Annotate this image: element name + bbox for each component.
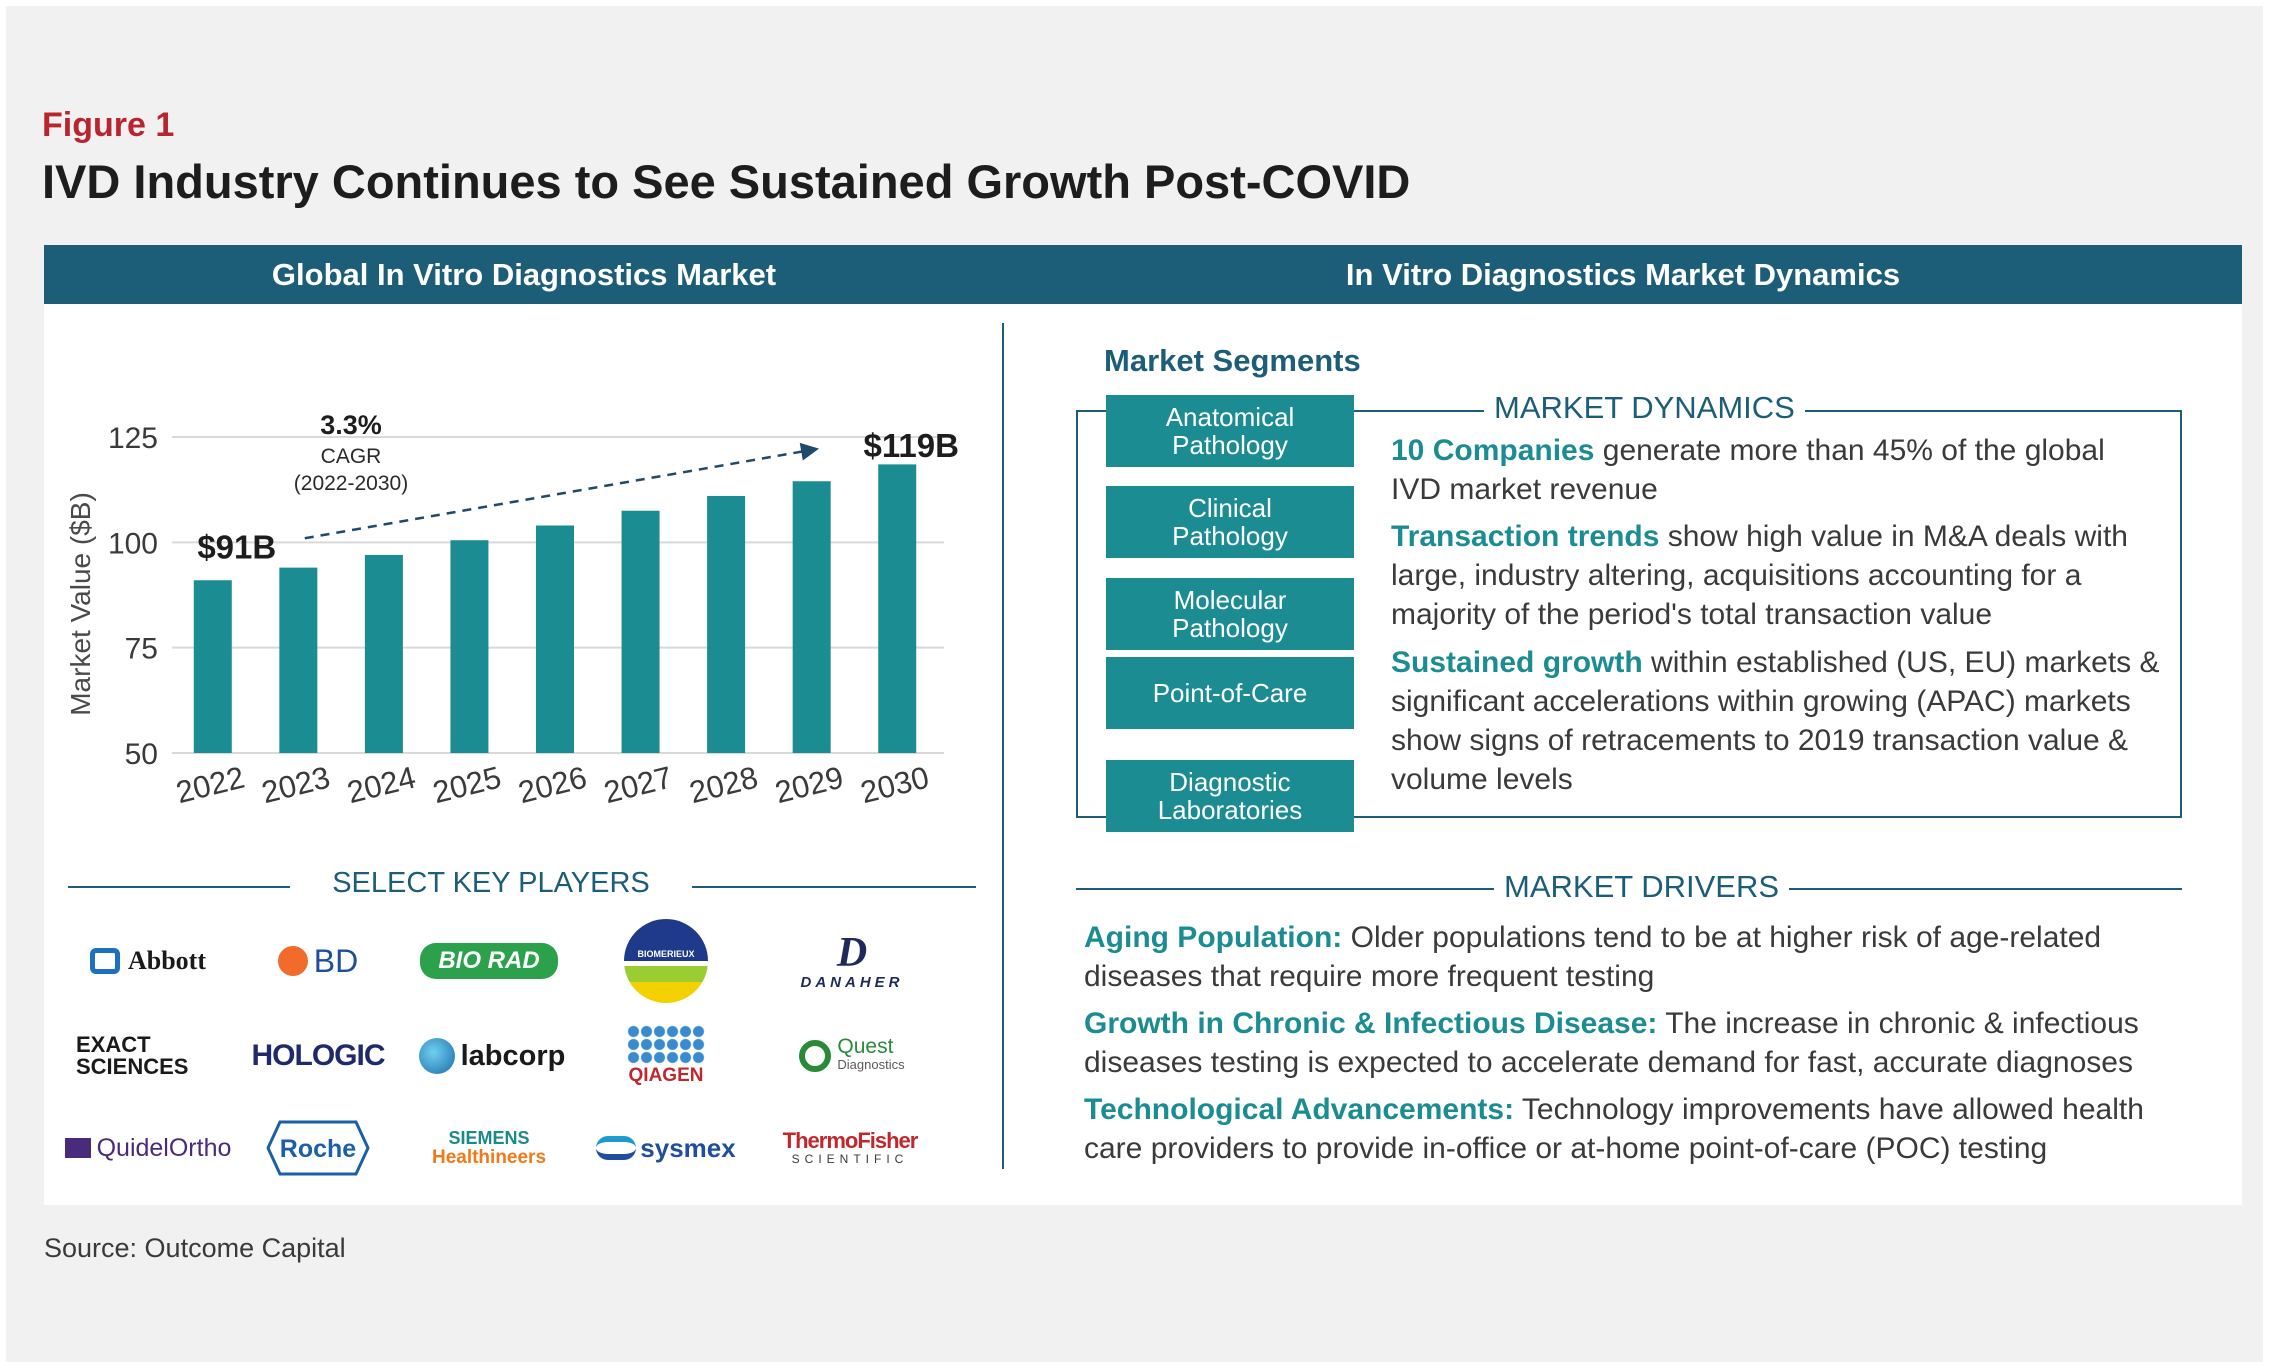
labcorp-circle-icon <box>418 1038 455 1074</box>
abbott-icon <box>89 948 120 974</box>
thermo-fisher-logo: ThermoFisher SCIENTIFIC <box>782 1128 919 1167</box>
bar-2025 <box>450 540 489 753</box>
sysmex-logo: sysmex <box>576 1115 756 1181</box>
quest-logo: Quest Diagnostics <box>762 1026 942 1086</box>
x-tick-label: 2026 <box>515 759 590 810</box>
cagr-value: 3.3% <box>320 410 382 440</box>
key-players-title: SELECT KEY PLAYERS <box>332 867 650 899</box>
quidelortho-icon <box>64 1138 91 1158</box>
market-chart-header: Global In Vitro Diagnostics Market <box>44 245 1004 304</box>
quest-q-icon <box>799 1040 832 1072</box>
dynamics-item-companies: 10 Companies generate more than 45% of t… <box>1391 434 2105 506</box>
segment-clinical-pathology: Clinical Pathology <box>1106 486 1354 558</box>
start-value-label: $91B <box>197 528 276 565</box>
bar-2030 <box>878 464 917 753</box>
siemens-healthineers-logo: SIEMENS Healthineers <box>431 1128 547 1168</box>
bd-logo: BD <box>228 931 408 991</box>
driver-aging-population: Aging Population: Older populations tend… <box>1084 921 2102 993</box>
bar-2022 <box>193 580 232 753</box>
x-tick-label: 2027 <box>600 759 675 810</box>
x-tick-label: 2023 <box>258 759 333 810</box>
y-tick-label: 75 <box>125 633 158 666</box>
segment-diagnostic-laboratories: Diagnostic Laboratories <box>1106 760 1354 832</box>
bar-2027 <box>621 510 660 753</box>
y-tick-label: 125 <box>108 422 158 455</box>
x-tick-label: 2025 <box>429 759 504 810</box>
x-tick-label: 2028 <box>686 759 761 810</box>
roche-hexagon-icon: Roche <box>266 1120 370 1176</box>
market-segments-title: Market Segments <box>1104 343 1361 378</box>
roche-wordmark: Roche <box>280 1135 357 1163</box>
segment-point-of-care: Point-of-Care <box>1106 657 1354 729</box>
danaher-logo: D DANAHER <box>800 929 904 991</box>
bio-rad-logo: BIO RAD <box>399 931 579 991</box>
danaher-d-icon: D <box>836 929 868 976</box>
figure-title: IVD Industry Continues to See Sustained … <box>42 155 1411 208</box>
sysmex-swoosh-icon <box>596 1136 637 1160</box>
market-dynamics-title: MARKET DYNAMICS <box>1484 390 1805 426</box>
figure-panel: Global In Vitro Diagnostics Market In Vi… <box>44 245 2242 1205</box>
y-tick-label: 100 <box>108 527 158 560</box>
segment-anatomical-pathology: Anatomical Pathology <box>1106 395 1354 467</box>
bar-2024 <box>364 554 403 753</box>
bar-2026 <box>536 525 574 753</box>
market-dynamics-header: In Vitro Diagnostics Market Dynamics <box>1004 245 2242 304</box>
x-tick-label: 2022 <box>173 759 248 810</box>
y-tick-label: 50 <box>125 738 158 771</box>
cagr-period: (2022-2030) <box>294 472 408 495</box>
cagr-label: CAGR <box>321 445 382 468</box>
driver-chronic-disease: Growth in Chronic & Infectious Disease: … <box>1084 1007 2139 1079</box>
segment-molecular-pathology: Molecular Pathology <box>1106 578 1354 650</box>
y-axis-label: Market Value ($B) <box>65 492 96 716</box>
labcorp-logo: labcorp <box>402 1026 582 1086</box>
dynamics-item-growth: Sustained growth within established (US,… <box>1391 646 2160 796</box>
exact-sciences-logo: EXACT SCIENCES <box>76 1032 189 1079</box>
market-drivers-title: MARKET DRIVERS <box>1494 869 1790 905</box>
source-note: Source: Outcome Capital <box>44 1233 346 1263</box>
qiagen-logo: QIAGEN <box>576 1013 756 1099</box>
hologic-logo: HOLOGIC <box>251 1039 386 1072</box>
quidelortho-logo: QuidelOrtho <box>58 1118 238 1178</box>
roche-logo: Roche <box>228 1115 408 1181</box>
abbott-logo: Abbott <box>58 931 238 991</box>
biomerieux-logo: BIOMERIEUX <box>576 909 756 1013</box>
x-tick-label: 2030 <box>857 759 932 810</box>
key-players-rule-right <box>692 886 976 888</box>
end-value-label: $119B <box>864 427 959 464</box>
bar-2023 <box>279 567 318 753</box>
qiagen-dots-icon <box>627 1025 705 1065</box>
figure-label: Figure 1 <box>42 106 175 144</box>
x-tick-label: 2029 <box>771 759 846 810</box>
bar-2029 <box>792 481 831 753</box>
x-tick-label: 2024 <box>344 759 419 810</box>
driver-technology: Technological Advancements: Technology i… <box>1084 1093 2144 1165</box>
panel-divider <box>1002 323 1004 1169</box>
key-players-rule-left <box>68 886 290 888</box>
bar-2028 <box>707 495 746 753</box>
cagr-trend-arrow <box>304 449 806 540</box>
page-background: Figure 1 IVD Industry Continues to See S… <box>6 6 2263 1362</box>
biomerieux-globe-icon: BIOMERIEUX <box>624 919 708 1003</box>
arrowhead-icon <box>799 442 820 461</box>
bd-sunburst-icon <box>277 946 308 976</box>
dynamics-item-transactions: Transaction trends show high value in M&… <box>1391 520 2128 631</box>
